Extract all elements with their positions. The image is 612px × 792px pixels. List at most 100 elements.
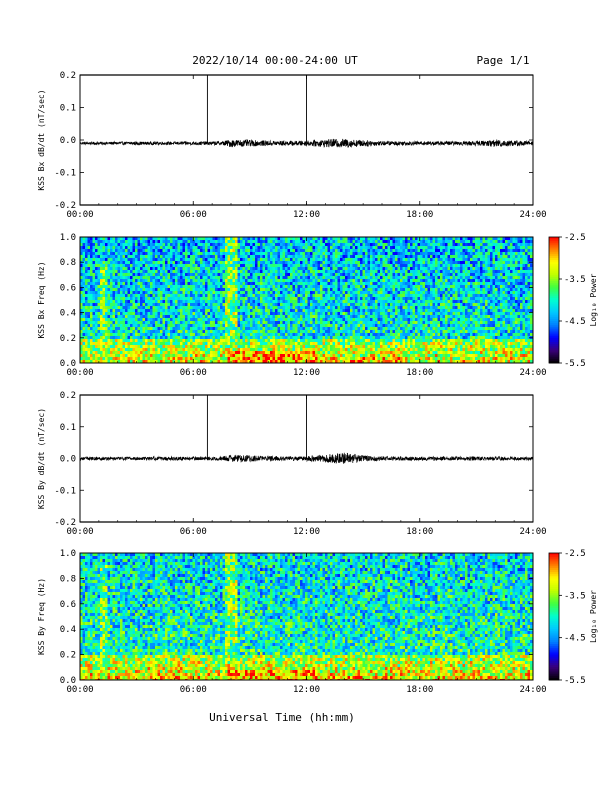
colorbar-segment: [549, 588, 559, 592]
colorbar-segment: [549, 314, 559, 318]
colorbar-segment: [549, 580, 559, 584]
colorbar-segment: [549, 237, 559, 240]
spectrogram-cells: [80, 237, 533, 345]
page-title: 2022/10/14 00:00-24:00 UT: [192, 54, 358, 67]
colorbar-segment: [549, 576, 559, 579]
colorbar-segment: [549, 260, 559, 263]
colorbar-segment: [549, 321, 559, 324]
colorbar-segment: [549, 241, 559, 244]
colorbar-segment: [549, 283, 559, 286]
colorbar-segment: [549, 327, 559, 330]
colorbar-segment: [549, 572, 559, 575]
x-tick-label: 18:00: [406, 527, 433, 537]
colorbar-segment: [549, 255, 559, 259]
colorbar-segment: [549, 660, 559, 664]
spectrogram-cells: [80, 580, 525, 680]
x-tick-label: 18:00: [406, 210, 433, 220]
colorbar-segment: [549, 612, 559, 615]
colorbar-segment: [549, 318, 559, 322]
colorbar-segment: [549, 658, 559, 662]
colorbar-segment: [549, 360, 559, 364]
spectrogram-panel: [79, 236, 534, 364]
colorbar-segment: [549, 276, 559, 280]
y-tick-label: 0.1: [60, 104, 76, 114]
colorbar: -2.5 -3.5 -4.5 -5.5 Log₁₀ Power: [548, 233, 598, 369]
colorbar-segment: [549, 348, 559, 351]
colorbar-tick-label: -4.5: [564, 317, 586, 327]
colorbar-segment: [549, 337, 559, 341]
y-tick-label: 0.2: [60, 334, 76, 344]
colorbar-segment: [549, 574, 559, 577]
x-tick-label: 06:00: [180, 210, 207, 220]
colorbar-segment: [549, 329, 559, 332]
colorbar-segment: [549, 641, 559, 645]
x-tick-label: 18:00: [406, 368, 433, 378]
colorbar-tick-label: -2.5: [564, 549, 586, 559]
colorbar-segment: [549, 335, 559, 339]
spectrogram-cells: [82, 237, 533, 357]
colorbar-segment: [549, 650, 559, 653]
spectrogram-cells: [80, 237, 533, 339]
spectrogram-cells: [80, 562, 533, 680]
colorbar-segment: [549, 253, 559, 257]
colorbar-segment: [549, 599, 559, 603]
colorbar-segment: [549, 595, 559, 598]
x-tick-label: 24:00: [519, 685, 546, 695]
colorbar-segment: [549, 569, 559, 573]
colorbar-segment: [549, 639, 559, 643]
panels: 00:00 06:00 12:00 18:00 24:00 0.2 0.1 0.0 -0.1 -0…: [37, 71, 598, 695]
colorbar-segment: [549, 622, 559, 626]
colorbar-segment: [549, 350, 559, 353]
colorbar-segment: [549, 251, 559, 255]
x-tick-label: 00:00: [66, 210, 93, 220]
y-tick-label: 1.0: [60, 549, 76, 559]
colorbar-segment: [549, 601, 559, 605]
colorbar-segment: [549, 610, 559, 613]
colorbar-segment: [549, 563, 559, 567]
colorbar-tick-label: -5.5: [564, 676, 586, 686]
spectrogram-cells: [112, 345, 530, 363]
colorbar-segment: [549, 567, 559, 571]
spectrogram-cells: [80, 553, 533, 680]
colorbar-segment: [549, 629, 559, 632]
colorbar-segment: [549, 262, 559, 265]
colorbar-segment: [549, 614, 559, 617]
spectrogram-cells: [90, 670, 530, 680]
colorbar-segment: [549, 593, 559, 596]
x-tick-label: 06:00: [180, 368, 207, 378]
colorbar-segment: [549, 631, 559, 634]
spectrogram-cells: [80, 553, 533, 655]
colorbar-segment: [549, 559, 559, 562]
x-tick-label: 24:00: [519, 527, 546, 537]
x-tick-label: 00:00: [66, 527, 93, 537]
colorbar-segment: [549, 624, 559, 628]
colorbar-tick-label: -5.5: [564, 359, 586, 369]
colorbar-segment: [549, 633, 559, 637]
y-tick-label: 0.8: [60, 258, 76, 268]
y-tick-label: 0.2: [60, 71, 76, 81]
colorbar-segment: [549, 304, 559, 307]
spectrogram-cells: [127, 351, 530, 363]
waveform-trace: [79, 138, 534, 148]
x-tick-label: 18:00: [406, 685, 433, 695]
colorbar-segment: [549, 268, 559, 272]
y-axis-label: KSS Bx dB/dt (nT/sec): [37, 89, 46, 190]
colorbar-segment: [549, 608, 559, 611]
colorbar-tick-label: -2.5: [564, 233, 586, 243]
colorbar-frame: [548, 236, 560, 364]
spectrogram-cells: [80, 237, 533, 363]
colorbar-segment: [549, 293, 559, 297]
x-tick-label: 12:00: [293, 685, 320, 695]
y-tick-label: 0.0: [60, 676, 76, 686]
spectrogram-cells: [80, 237, 533, 339]
colorbar-segment: [549, 553, 559, 556]
spectrogram-panel: [79, 552, 534, 681]
y-tick-label: 0.1: [60, 423, 76, 433]
waveform-panel: [79, 74, 534, 206]
colorbar-label: Log₁₀ Power: [589, 590, 598, 643]
colorbar-segment: [549, 582, 559, 586]
x-tick-label: 06:00: [180, 685, 207, 695]
colorbar-segment: [549, 325, 559, 328]
colorbar-segment: [549, 675, 559, 679]
